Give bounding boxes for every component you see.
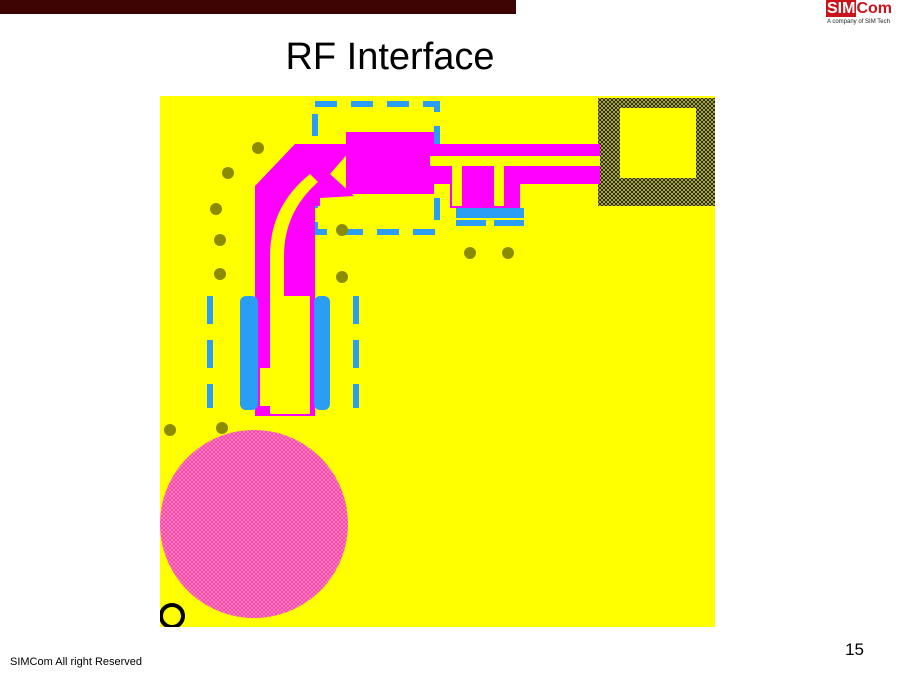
logo-tagline: A company of SIM Tech <box>827 19 890 25</box>
logo-sim: SIM <box>826 0 857 17</box>
vias <box>164 142 514 436</box>
outer-pads <box>207 296 359 408</box>
antenna-pad <box>160 430 348 618</box>
ground-frame-inner <box>620 108 696 178</box>
slide-title: RF Interface <box>285 36 495 78</box>
footer-copyright: SIMCom All right Reserved <box>10 656 143 668</box>
header-bar <box>0 0 516 14</box>
logo-com: Com <box>856 0 893 17</box>
mount-hole <box>160 603 185 627</box>
center-conductor <box>260 156 600 414</box>
page-number: 15 <box>845 640 864 659</box>
small-pads <box>456 208 524 226</box>
side-pads <box>240 296 330 410</box>
logo-wordmark: SIMCom <box>826 0 892 17</box>
simcom-logo: SIMCom A company of SIM Tech <box>826 0 904 30</box>
pcb-layout-image <box>160 96 715 627</box>
